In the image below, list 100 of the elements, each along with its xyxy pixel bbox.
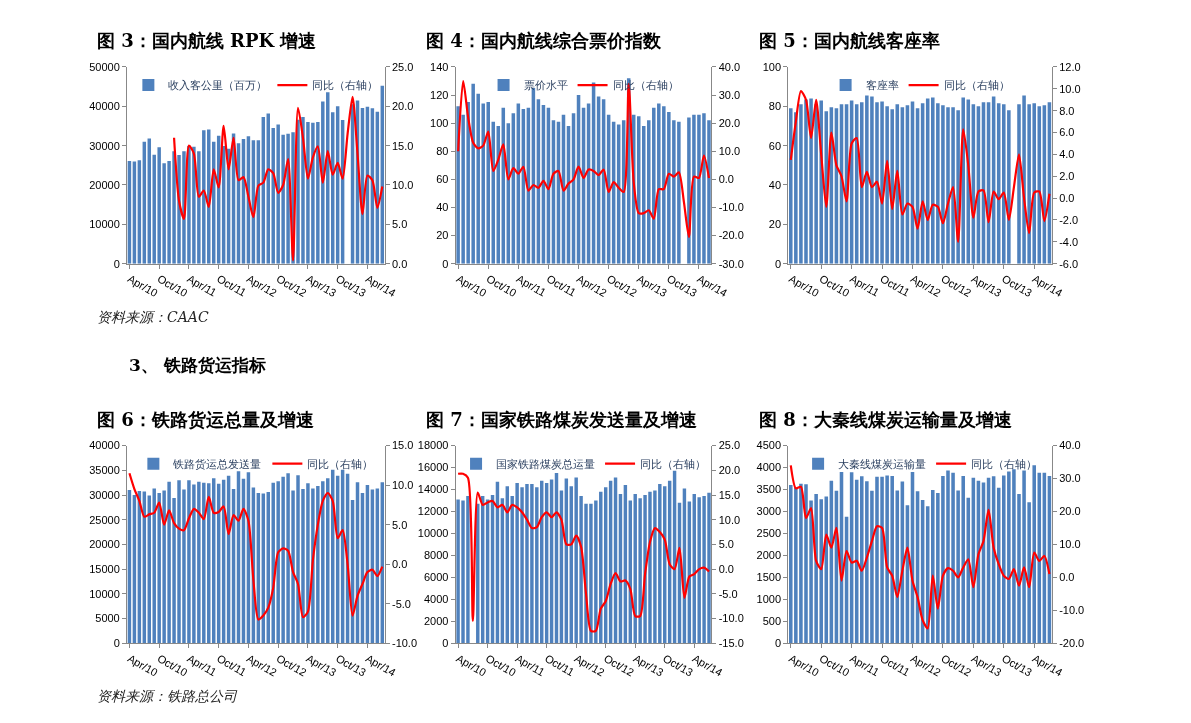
legend-label: 同比（右轴） [307, 457, 374, 470]
legend-label: 铁路货运总发送量 [172, 457, 262, 470]
y-tick-label: 30000 [89, 139, 120, 152]
y2-tick-label: -10.0 [718, 612, 744, 625]
line-series [128, 472, 384, 621]
y-tick-label: 0 [442, 637, 449, 650]
y-tick-label: 1000 [756, 593, 782, 606]
y2-tick-label: 2.0 [1059, 170, 1075, 183]
text: 3、 铁路货运指标 [129, 355, 266, 375]
y2-tick-label: 30.0 [718, 88, 741, 101]
y2-tick-label: 10.0 [718, 145, 741, 158]
y-tick-label: 10000 [89, 587, 120, 600]
y-tick-label: 2000 [423, 615, 449, 628]
y-tick-label: 40 [768, 178, 782, 191]
chart-title: 图 3：国内航线 RPK 增速 [97, 30, 317, 51]
y2-tick-label: 6.0 [1059, 126, 1075, 139]
y2-tick-label: 10.0 [391, 178, 414, 191]
y2-tick-label: -5.0 [391, 597, 411, 610]
y-tick-label: 500 [762, 615, 782, 628]
y2-tick-label: -2.0 [1059, 213, 1079, 226]
chart-title: 图 6：铁路货运总量及增速 [97, 409, 314, 430]
y-tick-label: 12000 [417, 505, 449, 518]
line-series [172, 95, 384, 262]
y-tick-label: 0 [774, 637, 782, 650]
y2-tick-label: 20.0 [1059, 505, 1081, 518]
y2-tick-label: -10.0 [718, 201, 744, 214]
y-tick-label: 50000 [89, 60, 120, 73]
y-tick-label: 15000 [89, 562, 120, 575]
y-tick-label: 20000 [89, 538, 120, 551]
chart-title: 图 5：国内航线客座率 [759, 30, 940, 51]
y2-tick-label: 0.0 [718, 173, 734, 186]
legend-label: 票价水平 [523, 79, 568, 92]
y-tick-label: 100 [430, 117, 449, 130]
y2-tick-label: 10.0 [1059, 82, 1081, 95]
y2-tick-label: 8.0 [1059, 104, 1075, 117]
y-tick-label: 3000 [756, 505, 782, 518]
y2-tick-label: -5.0 [718, 587, 738, 600]
y-tick-label: 5000 [95, 612, 120, 625]
y2-tick-label: 40.0 [1059, 439, 1081, 452]
y2-tick-label: 10.0 [391, 478, 414, 491]
y-tick-label: 16000 [417, 461, 449, 474]
y-tick-label: 2500 [756, 527, 782, 540]
y2-tick-label: -4.0 [1059, 235, 1079, 248]
y2-tick-label: 0.0 [391, 257, 408, 270]
y2-tick-label: 5.0 [718, 538, 734, 551]
text: 资料来源：CAAC [97, 309, 209, 325]
y-tick-label: 10000 [417, 527, 449, 540]
y2-tick-label: 10.0 [718, 513, 741, 526]
line-series [456, 472, 711, 632]
y-tick-label: 20000 [89, 178, 120, 191]
legend-label: 同比（右轴） [640, 457, 707, 470]
y-tick-label: 4500 [756, 439, 782, 452]
y-tick-label: 0 [113, 257, 120, 270]
y2-tick-label: -10.0 [391, 637, 418, 650]
y-tick-label: 0 [442, 257, 449, 270]
y2-tick-label: 0.0 [718, 562, 734, 575]
y-tick-label: 25000 [89, 513, 120, 526]
y-tick-label: 40000 [89, 439, 120, 452]
y-tick-label: 14000 [417, 483, 449, 496]
y-tick-label: 18000 [417, 439, 449, 452]
y2-tick-label: 40.0 [718, 60, 741, 73]
y2-tick-label: 5.0 [391, 518, 408, 531]
y-tick-label: 1500 [756, 571, 782, 584]
y2-tick-label: 20.0 [718, 464, 741, 477]
chart-title: 图 8：大秦线煤炭运输量及增速 [759, 409, 1012, 430]
y-tick-label: 4000 [423, 593, 449, 606]
y-tick-label: 120 [430, 88, 449, 101]
y-tick-label: 8000 [423, 549, 449, 562]
y2-tick-label: 20.0 [718, 117, 741, 130]
y2-tick-label: 0.0 [1059, 191, 1075, 204]
y2-tick-label: -20.0 [718, 229, 744, 242]
y-tick-label: 3500 [756, 483, 782, 496]
y2-tick-label: 4.0 [1059, 148, 1075, 161]
y2-tick-label: -15.0 [718, 637, 744, 650]
line-series [789, 89, 1051, 243]
y-tick-label: 140 [430, 60, 449, 73]
y2-tick-label: 12.0 [1059, 60, 1081, 73]
y-tick-label: 40000 [89, 100, 120, 113]
y2-tick-label: 30.0 [1059, 472, 1081, 485]
legend-label: 同比（右轴） [971, 457, 1038, 470]
y2-tick-label: 5.0 [391, 218, 408, 231]
y2-tick-label: 10.0 [1059, 538, 1081, 551]
legend-label: 收入客公里（百万） [168, 79, 268, 92]
y2-tick-label: 20.0 [391, 100, 414, 113]
y-tick-label: 100 [762, 60, 782, 73]
y-tick-label: 60 [768, 139, 782, 152]
y-tick-label: 80 [768, 100, 782, 113]
y2-tick-label: 0.0 [391, 558, 408, 571]
legend-label: 同比（右轴） [943, 79, 1010, 92]
y2-tick-label: 25.0 [718, 439, 741, 452]
y2-tick-label: 25.0 [391, 60, 414, 73]
y2-tick-label: -20.0 [1059, 637, 1085, 650]
legend-label: 大秦线煤炭运输量 [838, 457, 927, 470]
chart-title: 图 7：国家铁路煤炭发送量及增速 [426, 409, 697, 430]
y2-tick-label: 15.0 [391, 439, 414, 452]
chart-title: 图 4：国内航线综合票价指数 [426, 30, 662, 51]
y-tick-label: 2000 [756, 549, 782, 562]
y-tick-label: 30000 [89, 488, 120, 501]
y-tick-label: 60 [436, 173, 449, 186]
y-tick-label: 0 [113, 637, 120, 650]
